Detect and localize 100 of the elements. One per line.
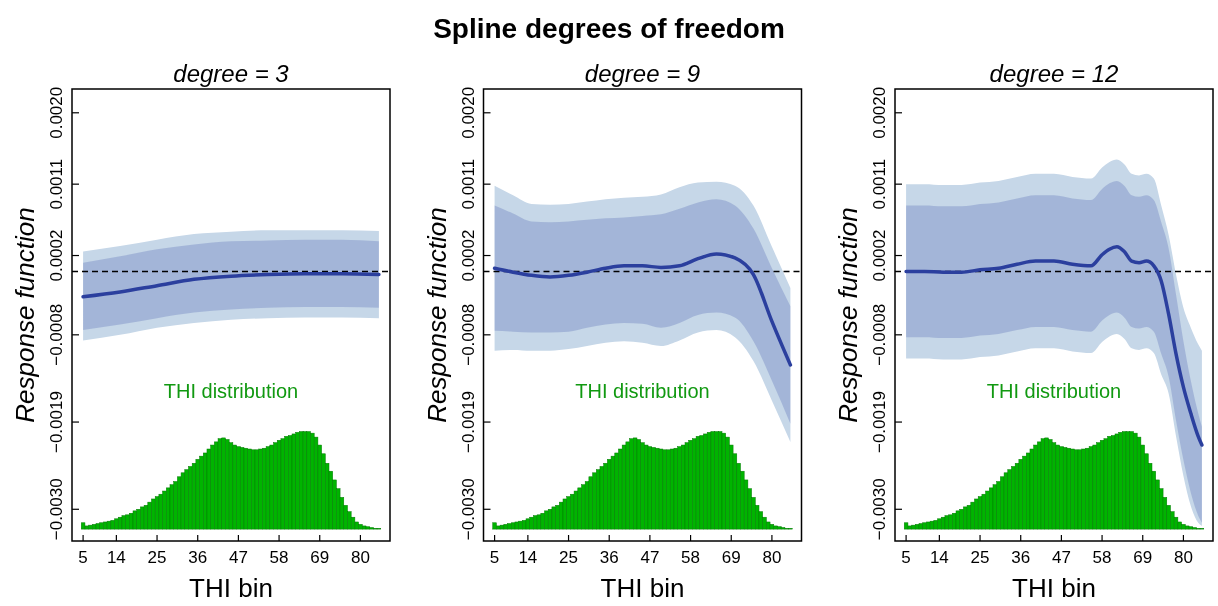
- bar: [610, 455, 616, 530]
- x-tick-label: 5: [78, 548, 88, 567]
- bar: [1048, 439, 1053, 530]
- bar: [306, 431, 311, 530]
- x-tick-label: 5: [489, 548, 500, 567]
- bar: [206, 448, 211, 530]
- bar: [221, 437, 226, 530]
- bar: [110, 520, 115, 530]
- bar: [603, 463, 608, 530]
- bar: [1029, 448, 1034, 530]
- y-tick-label: −0.0008: [47, 303, 66, 366]
- bar: [651, 447, 656, 530]
- bar: [188, 466, 193, 530]
- bar: [280, 438, 285, 530]
- x-tick-label: 69: [1133, 548, 1153, 567]
- bar: [269, 444, 274, 530]
- bar: [959, 509, 964, 530]
- bar: [365, 526, 370, 530]
- bar: [544, 510, 549, 530]
- series-label: THI distribution: [575, 379, 710, 402]
- bar: [974, 498, 979, 530]
- bar: [80, 522, 86, 530]
- series-label: THI distribution: [986, 379, 1122, 402]
- bar: [1185, 525, 1190, 530]
- bar: [725, 436, 730, 530]
- bar: [640, 442, 645, 530]
- bar: [773, 525, 778, 530]
- bar: [210, 444, 215, 530]
- line-series: [81, 272, 381, 299]
- bar: [588, 476, 593, 530]
- bar: [1133, 432, 1138, 530]
- bar: [1081, 448, 1086, 530]
- bar: [1055, 444, 1060, 530]
- x-axis-title: THI bin: [1012, 573, 1096, 603]
- bar: [540, 513, 545, 530]
- bar: [232, 444, 237, 530]
- bar: [247, 448, 252, 530]
- bar: [125, 514, 130, 530]
- y-tick-label: −0.0030: [870, 478, 889, 541]
- bar: [358, 524, 363, 530]
- x-axis-title: THI bin: [189, 573, 273, 603]
- x-tick-label: 36: [1011, 548, 1031, 567]
- bar: [258, 448, 263, 530]
- bar: [1118, 432, 1123, 530]
- line-series: [492, 252, 793, 367]
- y-tick-label: 0.0002: [870, 229, 889, 282]
- bar: [284, 436, 289, 530]
- bar: [147, 501, 152, 530]
- y-tick-label: 0.0020: [47, 86, 66, 139]
- bar: [1188, 526, 1193, 530]
- bar: [1059, 446, 1064, 530]
- line-series: [904, 245, 1204, 447]
- x-tick-label: 58: [269, 548, 289, 567]
- bar: [933, 520, 938, 530]
- bar: [1070, 448, 1075, 530]
- bar: [195, 459, 200, 530]
- y-tick-label: −0.0030: [47, 478, 66, 541]
- x-tick-label: 25: [559, 548, 579, 567]
- bar: [302, 431, 308, 530]
- y-tick-label: −0.0030: [458, 478, 478, 541]
- bar: [143, 505, 149, 530]
- x-axis-title: THI bin: [600, 573, 685, 603]
- bar: [180, 472, 186, 530]
- bar: [114, 518, 119, 530]
- y-axis-title: Response function: [833, 207, 863, 423]
- bar: [106, 520, 112, 530]
- bar: [766, 521, 771, 530]
- y-tick-label: 0.0020: [458, 86, 478, 139]
- bar: [1103, 438, 1108, 530]
- bar: [1022, 455, 1027, 530]
- x-tick-label: 58: [1092, 548, 1112, 567]
- bar: [1181, 524, 1186, 530]
- bar: [970, 501, 975, 530]
- x-tick-label: 14: [106, 548, 126, 567]
- bar: [929, 520, 935, 530]
- bar: [688, 440, 693, 530]
- y-tick-label: −0.0008: [458, 303, 478, 366]
- bar: [265, 446, 271, 530]
- bar: [903, 522, 909, 530]
- bar: [273, 442, 278, 530]
- bar: [985, 490, 990, 530]
- bar: [581, 484, 586, 530]
- x-tick-label: 36: [188, 548, 208, 567]
- bar: [507, 523, 512, 530]
- y-tick-label: 0.0011: [870, 158, 889, 210]
- bar: [937, 518, 942, 530]
- bar: [1107, 436, 1112, 530]
- bar: [1092, 444, 1097, 530]
- y-tick-label: −0.0008: [870, 303, 889, 366]
- bar: [1011, 466, 1016, 530]
- bar: [310, 432, 315, 530]
- bar: [703, 433, 708, 530]
- bar: [99, 522, 104, 530]
- x-tick-label: 14: [929, 548, 949, 567]
- text: Spline degrees of freedom: [433, 13, 785, 44]
- bar: [162, 490, 167, 530]
- x-tick-label: 80: [762, 548, 782, 567]
- x-tick-label: 47: [228, 548, 248, 567]
- bar: [944, 515, 949, 530]
- bar: [199, 455, 204, 530]
